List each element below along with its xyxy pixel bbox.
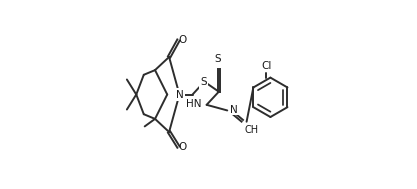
Text: S: S bbox=[201, 77, 207, 87]
Text: N: N bbox=[230, 105, 238, 115]
Text: S: S bbox=[215, 54, 221, 64]
Text: O: O bbox=[178, 35, 187, 45]
Text: N: N bbox=[176, 90, 183, 99]
Text: HN: HN bbox=[186, 99, 202, 109]
Text: CH: CH bbox=[244, 125, 258, 136]
Text: O: O bbox=[178, 142, 187, 152]
Text: Cl: Cl bbox=[261, 61, 271, 71]
